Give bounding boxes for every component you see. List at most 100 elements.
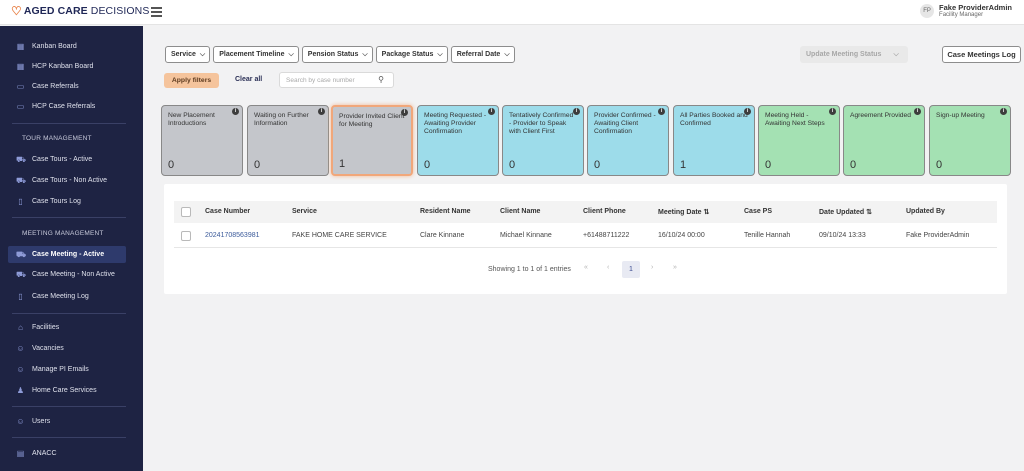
search-placeholder: Search by case number [286,76,355,84]
avatar: FP [920,4,935,18]
package-status-filter[interactable]: Package Status ⌵ [375,46,448,63]
status-card-all-parties-booked[interactable]: i All Parties Booked and Confirmed 1 [673,105,755,176]
chevron-down-icon: ⌵ [504,50,510,58]
sidebar-item-case-meeting-log[interactable]: ▯ Case Meeting Log [8,288,126,305]
column-date-updated[interactable]: Date Updated ⇅ [819,209,872,216]
pagination-summary: Showing 1 to 1 of 1 entries [488,266,571,273]
status-card-sign-up-meeting[interactable]: i Sign-up Meeting 0 [929,105,1011,176]
referral-date-filter[interactable]: Referral Date ⌵ [450,46,515,63]
cell-client-phone: +61488711222 [583,232,630,239]
sort-icon[interactable]: ⇅ [703,209,710,216]
status-card-provider-confirmed[interactable]: i Provider Confirmed - Awaiting Client Co… [587,105,669,176]
car-icon: ⛟ [16,270,27,279]
column-case-ps[interactable]: Case PS [744,208,773,215]
users-icon: ☺ [16,417,25,426]
sort-icon[interactable]: ⇅ [866,209,872,216]
sidebar-divider [12,437,126,438]
row-checkbox[interactable] [181,231,191,241]
info-icon[interactable]: i [232,108,239,115]
sidebar-item-case-referrals[interactable]: ▭ Case Referrals [16,82,79,91]
previous-page-icon[interactable]: ‹ [607,264,610,271]
column-resident-name[interactable]: Resident Name [420,208,471,215]
column-client-name[interactable]: Client Name [500,208,541,215]
placement-timeline-filter[interactable]: Placement Timeline ⌵ [213,46,299,63]
status-card-meeting-requested[interactable]: i Meeting Requested - Awaiting Provider C… [417,105,499,176]
info-icon[interactable]: i [658,108,665,115]
sidebar-item-case-tours-log[interactable]: ▯ Case Tours Log [8,193,126,210]
sidebar-item-facilities[interactable]: ⌂ Facilities [8,319,126,336]
filter-bar: Service ⌵ Placement Timeline ⌵ Pension Sta… [165,46,518,63]
car-icon: ⛟ [16,155,27,164]
service-filter[interactable]: Service ⌵ [165,46,211,63]
info-icon[interactable]: i [318,108,325,115]
cell-service: FAKE HOME CARE SERVICE [292,232,387,239]
sidebar-item-case-tours-active[interactable]: ⛟ Case Tours - Active [16,155,93,164]
folder-icon: ▭ [16,102,25,111]
status-card-waiting-info[interactable]: i Waiting on Further Information 0 [247,105,329,176]
person-icon: ☺ [16,344,25,353]
status-card-provider-invited[interactable]: i Provider Invited Client for Meeting 1 [331,105,413,176]
sidebar-item-hcp-case-referrals[interactable]: ▭ HCP Case Referrals [16,102,96,111]
info-icon[interactable]: i [401,109,408,116]
column-service[interactable]: Service [292,208,317,215]
search-input[interactable]: Search by case number ⚲ [279,72,394,88]
top-bar: ♡ AGED CARE DECISIONS FP Fake ProviderAd… [0,0,1024,25]
chevron-down-icon: ⌵ [893,50,899,58]
first-page-icon[interactable]: « [584,264,588,271]
folder-icon: ▭ [16,82,25,91]
cell-resident-name: Clare Kinnane [420,232,465,239]
sidebar-item-anacc[interactable]: ▤ ANACC [16,449,57,458]
sidebar-item-home-care-services[interactable]: ♟ Home Care Services [16,386,97,395]
car-icon: ⛟ [16,176,27,185]
pension-status-filter[interactable]: Pension Status ⌵ [301,46,373,63]
info-icon[interactable]: i [914,108,921,115]
last-page-icon[interactable]: » [673,264,677,271]
page-button-current[interactable]: 1 [622,261,640,278]
logo[interactable]: ♡ AGED CARE DECISIONS [11,5,149,17]
status-card-tentatively-confirmed[interactable]: i Tentatively Confirmed - Provider to Spe… [502,105,584,176]
sidebar-item-kanban-board[interactable]: ▦ Kanban Board [16,42,77,51]
sidebar-item-users[interactable]: ☺ Users [16,417,51,426]
sidebar-item-case-meeting-active[interactable]: ⛟ Case Meeting - Active [8,246,126,263]
hamburger-menu-icon[interactable] [151,7,162,19]
person-icon: ☺ [16,365,25,374]
sidebar-item-manage-pi-emails[interactable]: ☺ Manage PI Emails [16,365,89,374]
user-menu[interactable]: FP Fake ProviderAdmin Facility Manager [920,3,1012,19]
info-icon[interactable]: i [573,108,580,115]
board-icon: ▦ [16,62,25,71]
heart-logo-icon: ♡ [11,4,22,18]
update-meeting-status-select[interactable]: Update Meeting Status ⌵ [800,46,908,63]
info-icon[interactable]: i [488,108,495,115]
sidebar-item-hcp-kanban-board[interactable]: ▦ HCP Kanban Board [16,62,94,71]
column-client-phone[interactable]: Client Phone [583,208,626,215]
sidebar-item-case-tours-non-active[interactable]: ⛟ Case Tours - Non Active [16,176,107,185]
info-icon[interactable]: i [829,108,836,115]
case-meetings-log-button[interactable]: Case Meetings Log [942,46,1021,63]
user-role: Facility Manager [939,12,984,18]
status-card-agreement-provided[interactable]: i Agreement Provided 0 [843,105,925,176]
cell-updated-by: Fake ProviderAdmin [906,232,970,239]
document-icon: ▯ [18,292,23,301]
cell-date-updated: 09/10/24 13:33 [819,232,866,239]
user-name: Fake ProviderAdmin [939,3,1012,12]
chevron-down-icon: ⌵ [288,50,294,58]
chevron-down-icon: ⌵ [199,50,206,58]
info-icon[interactable]: i [744,108,751,115]
clear-all-button[interactable]: Clear all [235,76,263,83]
search-icon: ⚲ [378,75,384,84]
status-card-new-placement[interactable]: i New Placement Introductions 0 [161,105,243,176]
column-updated-by[interactable]: Updated By [906,208,945,215]
sidebar-item-case-meeting-non-active[interactable]: ⛟ Case Meeting - Non Active [16,270,115,279]
case-number-link[interactable]: 20241708563981 [205,232,260,239]
next-page-icon[interactable]: › [651,264,654,271]
logo-word-1: AGED CARE [23,5,88,17]
status-card-meeting-held[interactable]: i Meeting Held - Awaiting Next Steps 0 [758,105,840,176]
info-icon[interactable]: i [1000,108,1007,115]
sidebar-divider [12,123,126,124]
column-case-number[interactable]: Case Number [205,208,251,215]
select-all-checkbox[interactable] [181,207,191,217]
apply-filters-button[interactable]: Apply filters [164,73,219,88]
column-meeting-date[interactable]: Meeting Date ⇅ [658,209,710,216]
sidebar-item-vacancies[interactable]: ☺ Vacancies [16,344,64,353]
meeting-management-heading: MEETING MANAGEMENT [22,230,104,237]
